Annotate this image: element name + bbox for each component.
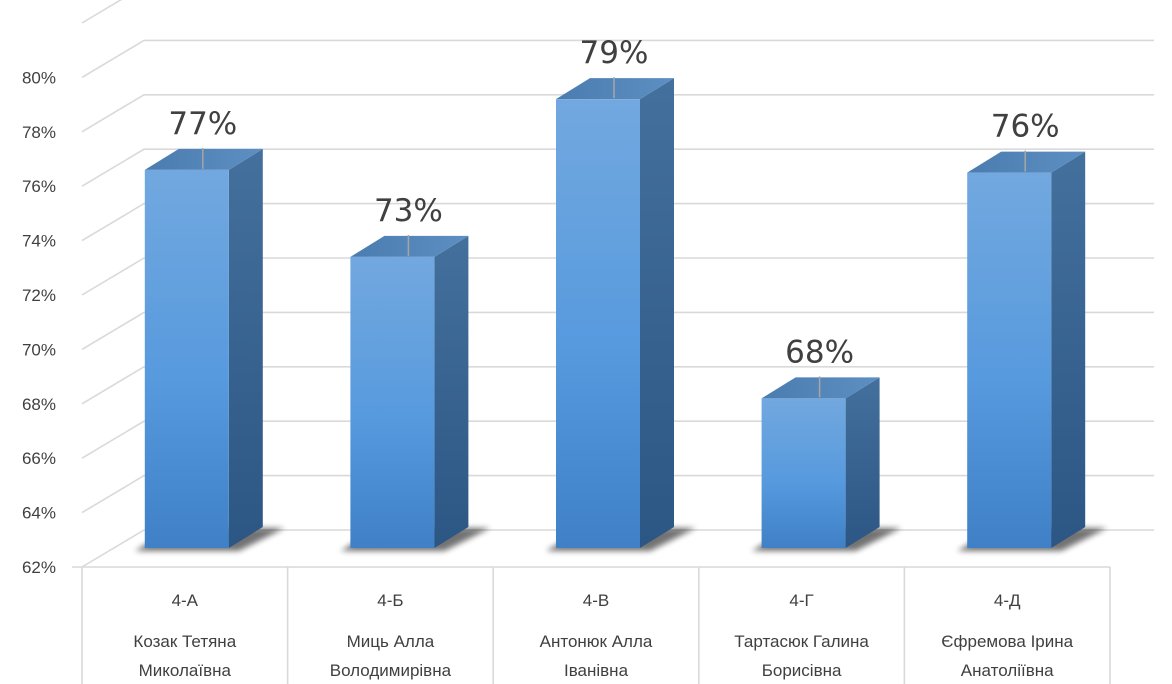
bar (957, 151, 1108, 551)
gridline (81, 257, 1154, 296)
y-tick-label: 78% (22, 123, 56, 142)
y-tick-label: 64% (22, 504, 56, 523)
data-label: 68% (785, 334, 854, 370)
y-tick-label: 66% (22, 449, 56, 468)
bar-front (144, 169, 229, 548)
bar-front (350, 256, 435, 548)
category-teacher-line1: Єфремова Ірина (941, 632, 1073, 651)
category-teacher-line1: Антонюк Алла (540, 632, 653, 651)
bar-side (845, 377, 880, 548)
bar-side (640, 78, 674, 548)
bar-top (556, 78, 674, 100)
y-tick-label: 72% (22, 286, 56, 305)
category-group-label: 4-А (172, 591, 199, 610)
category-group-label: 4-Г (789, 591, 813, 610)
y-tick-label: 80% (22, 68, 56, 87)
gridline (81, 366, 1154, 405)
category-teacher-line1: Тартасюк Галина (734, 632, 869, 651)
bar-front (761, 398, 846, 548)
bar (546, 78, 696, 551)
bar-side (434, 235, 469, 549)
category-teacher-line2: Володимирівна (330, 661, 452, 680)
category-group-label: 4-Д (994, 591, 1021, 610)
category-teacher-line2: Борисівна (762, 661, 842, 680)
bar-front (556, 99, 640, 548)
gridlines (81, 0, 1154, 568)
category-group-label: 4-Б (377, 591, 403, 610)
y-tick-label: 74% (22, 232, 56, 251)
category-teacher-line2: Іванівна (564, 661, 629, 680)
category-teacher-line2: Миколаївна (139, 661, 232, 680)
category-teacher-line2: Анатоліївна (961, 661, 1054, 680)
category-teacher-line1: Козак Тетяна (133, 632, 236, 651)
category-group-label: 4-В (583, 591, 609, 610)
bar-top (350, 235, 469, 257)
gridline (81, 311, 1154, 351)
bar-side (1051, 151, 1086, 548)
bar-front (967, 172, 1052, 548)
data-label: 77% (168, 106, 237, 142)
y-tick-label: 76% (22, 177, 56, 196)
category-axis: 4-А Козак Тетяна Миколаївна 4-Б Миць Алла Вол… (72, 566, 1111, 684)
data-label: 76% (991, 109, 1060, 145)
y-tick-label: 70% (22, 340, 56, 359)
bar (340, 235, 491, 551)
gridline (81, 94, 1154, 133)
category-teacher-line1: Миць Алла (347, 632, 435, 651)
bar-top (761, 377, 880, 399)
data-label: 79% (580, 35, 649, 71)
y-axis: 62% 64% 66% 68% 70% 72% 74% 76% 78% 80% (22, 68, 56, 577)
bar (751, 377, 902, 551)
bar-side (228, 148, 263, 548)
bar-top (967, 151, 1086, 173)
gridline (81, 202, 1154, 242)
bar-top (144, 148, 263, 170)
gridline (81, 39, 1154, 79)
bar (134, 148, 285, 551)
y-tick-label: 68% (22, 395, 56, 414)
gridline (81, 148, 1154, 187)
data-label: 73% (374, 193, 443, 229)
y-tick-label: 62% (22, 558, 56, 577)
bars (134, 78, 1108, 551)
data-labels: 77% 73% 79% 68% 76% (168, 35, 1060, 398)
gridline (81, 0, 123, 24)
